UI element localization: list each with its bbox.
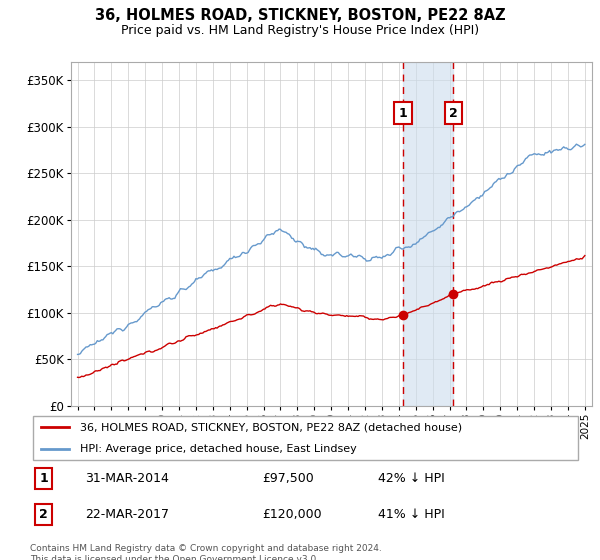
Text: 36, HOLMES ROAD, STICKNEY, BOSTON, PE22 8AZ: 36, HOLMES ROAD, STICKNEY, BOSTON, PE22 … <box>95 8 505 24</box>
Text: 1: 1 <box>40 472 48 485</box>
Text: £97,500: £97,500 <box>262 472 314 485</box>
Text: 31-MAR-2014: 31-MAR-2014 <box>85 472 169 485</box>
Text: HPI: Average price, detached house, East Lindsey: HPI: Average price, detached house, East… <box>80 444 356 454</box>
Text: 1: 1 <box>398 107 407 120</box>
Text: 41% ↓ HPI: 41% ↓ HPI <box>378 508 445 521</box>
Text: 2: 2 <box>449 107 458 120</box>
Text: 22-MAR-2017: 22-MAR-2017 <box>85 508 169 521</box>
FancyBboxPatch shape <box>33 416 578 460</box>
Text: 36, HOLMES ROAD, STICKNEY, BOSTON, PE22 8AZ (detached house): 36, HOLMES ROAD, STICKNEY, BOSTON, PE22 … <box>80 422 462 432</box>
Text: Contains HM Land Registry data © Crown copyright and database right 2024.
This d: Contains HM Land Registry data © Crown c… <box>30 544 382 560</box>
Text: Price paid vs. HM Land Registry's House Price Index (HPI): Price paid vs. HM Land Registry's House … <box>121 24 479 36</box>
Text: 42% ↓ HPI: 42% ↓ HPI <box>378 472 445 485</box>
Text: 2: 2 <box>40 508 48 521</box>
Bar <box>403 62 453 406</box>
Text: £120,000: £120,000 <box>262 508 322 521</box>
